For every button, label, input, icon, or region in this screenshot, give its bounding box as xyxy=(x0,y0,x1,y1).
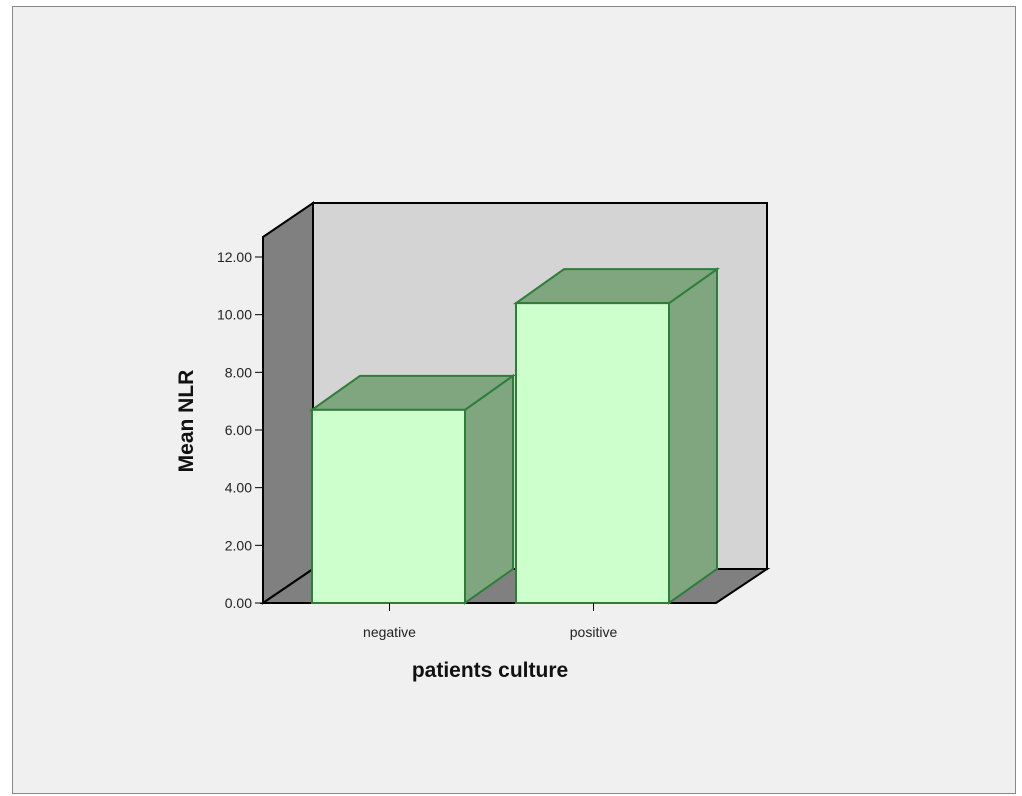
bar-negative xyxy=(308,373,517,605)
y-tick-label: 0.00 xyxy=(225,595,252,611)
x-axis: negative positive xyxy=(363,603,617,640)
bar-side-face xyxy=(668,267,718,605)
bar-front-face xyxy=(311,408,466,605)
y-tick-label: 2.00 xyxy=(225,537,252,553)
y-tick-label: 8.00 xyxy=(225,364,252,380)
y-tick-label: 6.00 xyxy=(225,422,252,438)
y-axis-title: Mean NLR xyxy=(175,370,198,473)
x-tick-label-negative: negative xyxy=(363,624,416,640)
bar-front-face xyxy=(515,302,670,604)
bar-side-face xyxy=(464,373,514,605)
y-axis: 0.00 2.00 4.00 6.00 8.00 10.00 12.00 xyxy=(217,237,264,611)
bar-positive xyxy=(512,267,721,605)
x-tick-label-positive: positive xyxy=(570,624,618,640)
bars-group xyxy=(308,267,721,605)
side-wall xyxy=(262,201,314,605)
y-tick-label: 4.00 xyxy=(225,480,252,496)
x-axis-title: patients culture xyxy=(412,659,568,682)
y-tick-label: 12.00 xyxy=(217,249,252,265)
y-tick-label: 10.00 xyxy=(217,307,252,323)
